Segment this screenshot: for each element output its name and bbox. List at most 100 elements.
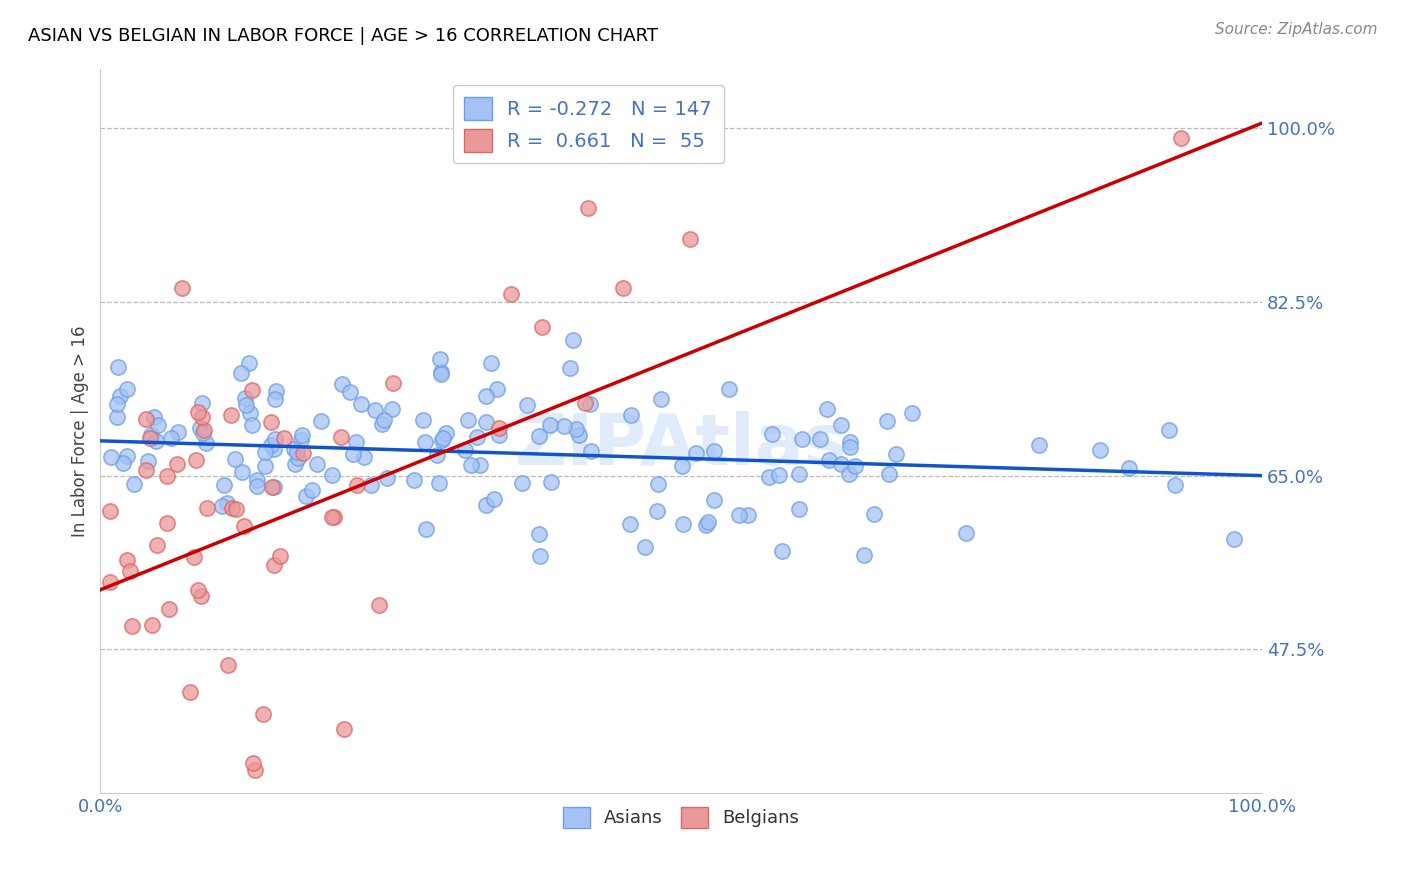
- Point: [135, 463, 157, 477]
- Point: [659, 95, 682, 110]
- Point: [789, 502, 811, 516]
- Point: [346, 477, 368, 491]
- Point: [561, 333, 583, 347]
- Point: [139, 431, 162, 445]
- Point: [900, 406, 922, 420]
- Point: [344, 435, 367, 450]
- Point: [844, 459, 866, 474]
- Point: [235, 391, 257, 405]
- Point: [529, 527, 551, 541]
- Point: [1170, 131, 1192, 145]
- Point: [703, 492, 725, 507]
- Point: [263, 558, 285, 573]
- Point: [291, 428, 314, 442]
- Point: [863, 507, 886, 521]
- Point: [839, 440, 862, 454]
- Point: [105, 397, 128, 411]
- Point: [284, 457, 307, 471]
- Point: [619, 516, 641, 531]
- Point: [578, 397, 600, 411]
- Point: [333, 722, 356, 736]
- Point: [330, 430, 353, 444]
- Point: [172, 281, 194, 295]
- Point: [305, 457, 328, 471]
- Point: [1090, 443, 1112, 458]
- Point: [330, 377, 353, 392]
- Point: [231, 366, 253, 380]
- Point: [727, 508, 749, 523]
- Point: [412, 412, 434, 426]
- Point: [426, 448, 449, 462]
- Point: [685, 446, 707, 460]
- Point: [115, 449, 138, 463]
- Point: [488, 428, 510, 442]
- Point: [553, 418, 575, 433]
- Point: [717, 382, 740, 396]
- Point: [672, 517, 695, 532]
- Point: [955, 525, 977, 540]
- Point: [579, 444, 602, 458]
- Point: [221, 408, 243, 422]
- Point: [159, 432, 181, 446]
- Point: [838, 467, 860, 482]
- Point: [225, 502, 247, 516]
- Point: [815, 401, 838, 416]
- Point: [453, 443, 475, 458]
- Point: [115, 553, 138, 567]
- Point: [427, 475, 450, 490]
- Point: [321, 509, 343, 524]
- Point: [830, 417, 852, 432]
- Point: [195, 500, 218, 515]
- Point: [183, 549, 205, 564]
- Point: [792, 433, 814, 447]
- Point: [295, 489, 318, 503]
- Point: [252, 706, 274, 721]
- Point: [253, 458, 276, 473]
- Point: [1118, 460, 1140, 475]
- Point: [429, 351, 451, 366]
- Point: [373, 413, 395, 427]
- Point: [465, 430, 488, 444]
- Point: [650, 392, 672, 407]
- Point: [737, 508, 759, 522]
- Point: [353, 450, 375, 465]
- Point: [647, 477, 669, 491]
- Point: [808, 433, 831, 447]
- Point: [565, 422, 588, 436]
- Point: [217, 657, 239, 672]
- Point: [430, 366, 453, 380]
- Point: [460, 458, 482, 473]
- Point: [679, 232, 702, 246]
- Point: [1159, 423, 1181, 437]
- Point: [264, 432, 287, 446]
- Point: [107, 360, 129, 375]
- Point: [540, 475, 562, 489]
- Point: [876, 414, 898, 428]
- Point: [238, 356, 260, 370]
- Point: [530, 319, 553, 334]
- Point: [342, 446, 364, 460]
- Point: [184, 453, 207, 467]
- Point: [187, 582, 209, 597]
- Point: [671, 459, 693, 474]
- Point: [434, 426, 457, 441]
- Point: [322, 509, 344, 524]
- Point: [697, 515, 720, 529]
- Point: [194, 436, 217, 450]
- Point: [179, 684, 201, 698]
- Point: [100, 450, 122, 464]
- Point: [321, 467, 343, 482]
- Point: [768, 468, 790, 483]
- Point: [479, 356, 502, 370]
- Point: [309, 414, 332, 428]
- Point: [122, 476, 145, 491]
- Point: [619, 408, 641, 422]
- Point: [830, 458, 852, 472]
- Point: [246, 479, 269, 493]
- Point: [235, 398, 257, 412]
- Point: [254, 444, 277, 458]
- Point: [187, 405, 209, 419]
- Point: [558, 360, 581, 375]
- Point: [269, 549, 291, 563]
- Point: [634, 541, 657, 555]
